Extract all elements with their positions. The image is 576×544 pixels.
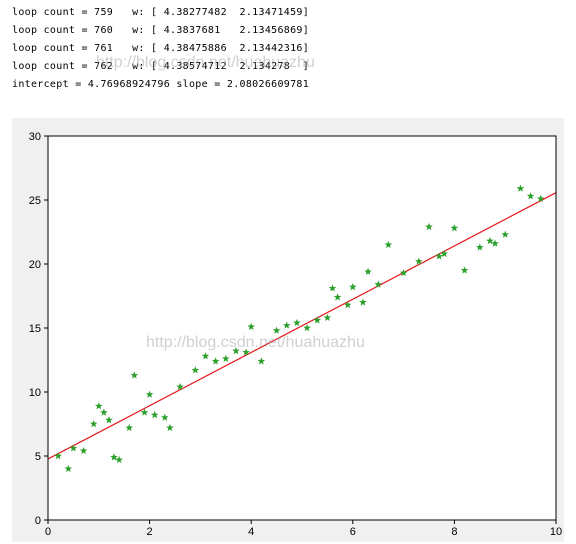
svg-text:0: 0 [35,515,41,527]
svg-text:25: 25 [29,195,41,207]
svg-text:6: 6 [350,526,356,538]
console-output: loop count = 759 w: [ 4.38277482 2.13471… [0,0,576,98]
scatter-chart: 0 2 4 6 8 10 0 5 10 15 20 25 30 [12,118,564,542]
console-line: loop count = 761 w: [ 4.38475886 2.13442… [12,40,564,58]
svg-text:20: 20 [29,259,41,271]
console-line: loop count = 760 w: [ 4.3837681 2.134568… [12,22,564,40]
svg-text:5: 5 [35,451,41,463]
console-line: intercept = 4.76968924796 slope = 2.0802… [12,76,564,94]
console-line: loop count = 759 w: [ 4.38277482 2.13471… [12,4,564,22]
svg-text:15: 15 [29,323,41,335]
chart-container: 0 2 4 6 8 10 0 5 10 15 20 25 30 [12,118,564,542]
console-line: loop count = 762 w: [ 4.38574712 2.13427… [12,58,564,76]
svg-text:8: 8 [451,526,457,538]
svg-text:10: 10 [550,526,562,538]
svg-text:10: 10 [29,387,41,399]
svg-text:2: 2 [147,526,153,538]
svg-text:30: 30 [29,131,41,143]
svg-text:4: 4 [248,526,254,538]
svg-text:0: 0 [45,526,51,538]
